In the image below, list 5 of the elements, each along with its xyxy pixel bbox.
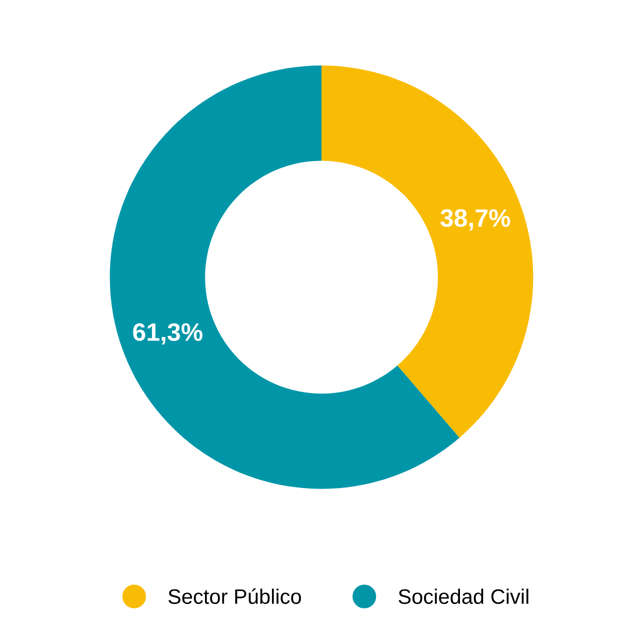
data-label: 38,7% [440, 209, 510, 231]
donut-slice [322, 66, 534, 438]
data-label: 61,3% [133, 323, 202, 345]
legend-label: Sector Público [168, 588, 301, 604]
legend-label: Sociedad Civil [398, 588, 528, 604]
